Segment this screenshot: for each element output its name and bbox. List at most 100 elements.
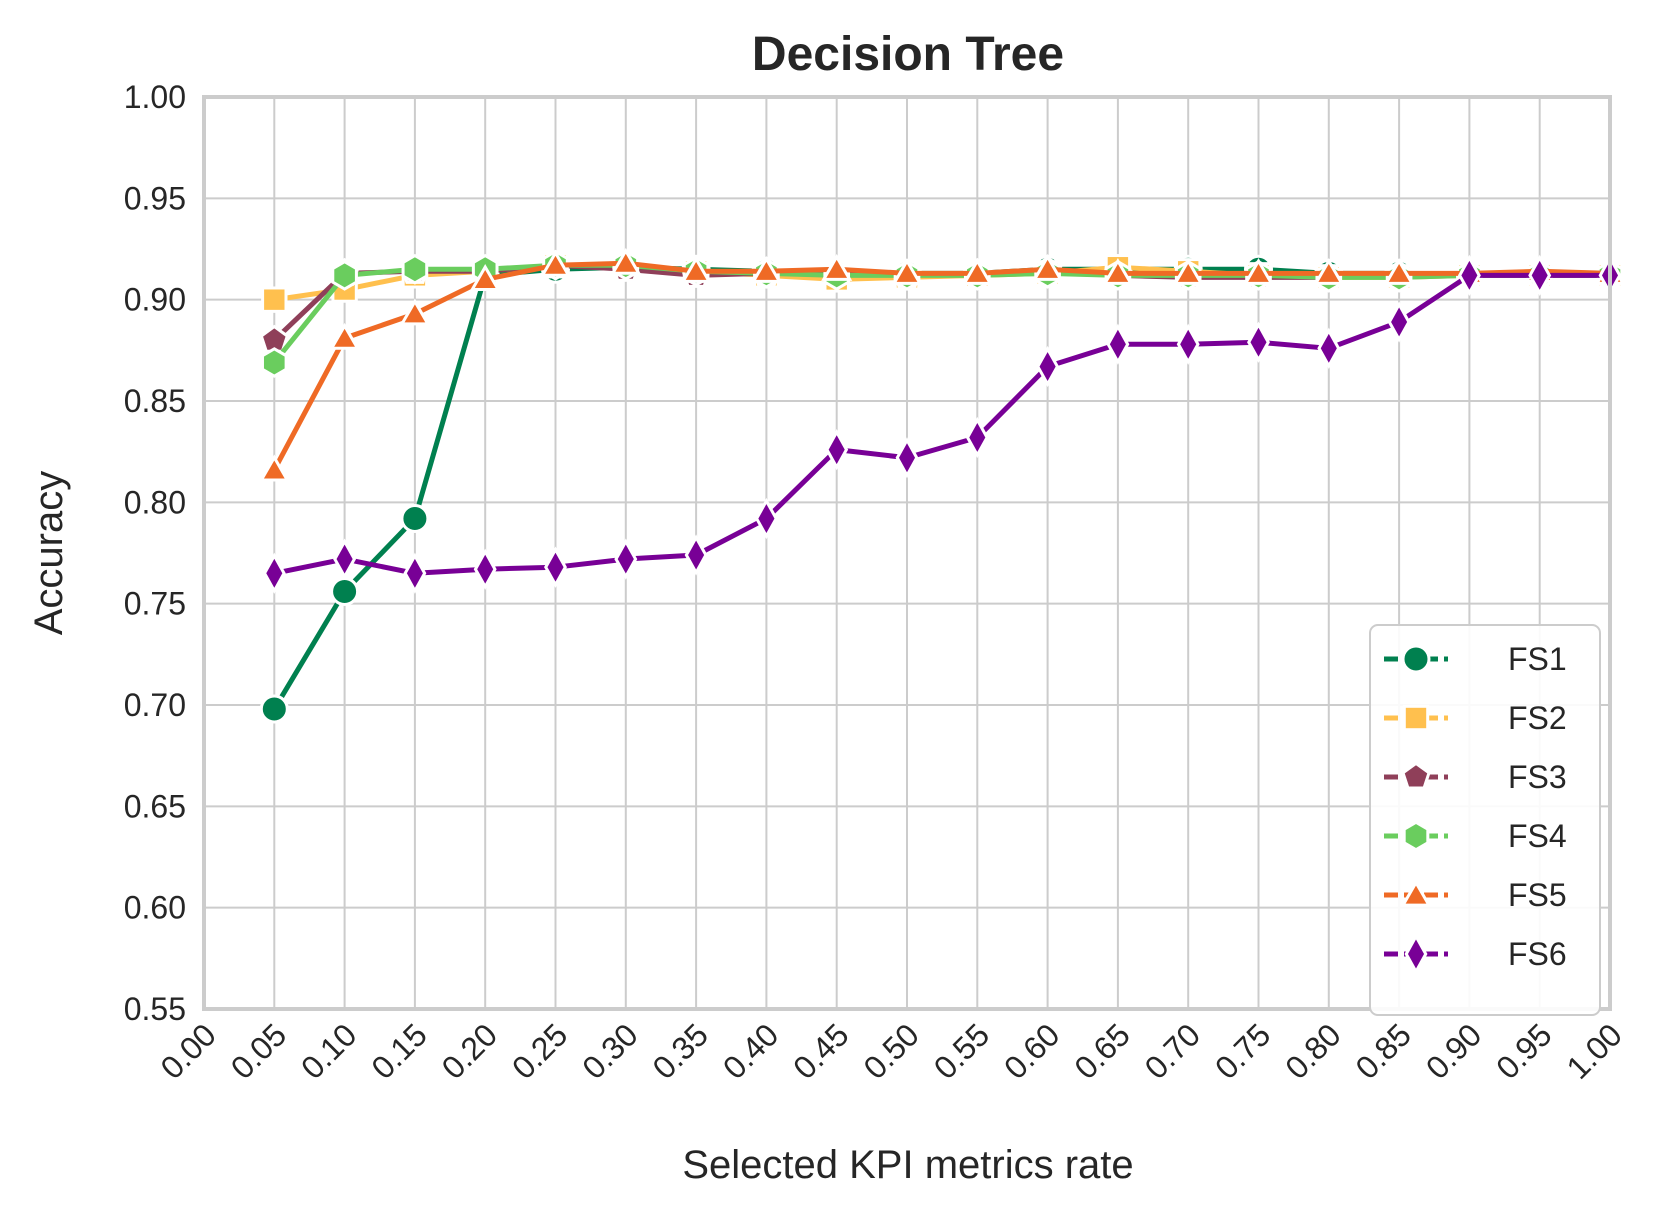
legend-label: FS6 bbox=[1508, 936, 1567, 972]
x-tick-label: 0.15 bbox=[364, 1016, 433, 1085]
legend-marker bbox=[1402, 820, 1430, 852]
data-point-fs6 bbox=[965, 416, 989, 459]
data-point-fs4 bbox=[401, 253, 429, 285]
data-point-fs5 bbox=[1172, 257, 1204, 285]
data-point-fs6 bbox=[544, 546, 567, 588]
y-tick-label: 0.70 bbox=[124, 687, 186, 723]
plot-frame bbox=[202, 95, 1612, 1011]
data-point-fs5 bbox=[891, 257, 923, 285]
x-tick-label: 0.35 bbox=[646, 1016, 715, 1085]
x-tick-label: 1.00 bbox=[1559, 1016, 1628, 1085]
series-line-fs6 bbox=[271, 272, 1613, 576]
data-point-fs5 bbox=[539, 249, 572, 277]
data-point-fs6 bbox=[473, 548, 497, 590]
data-point-fs5 bbox=[610, 247, 642, 275]
y-tick-label: 0.55 bbox=[124, 991, 186, 1027]
x-tick-label: 0.65 bbox=[1067, 1016, 1136, 1085]
data-point-fs4 bbox=[331, 259, 358, 291]
data-point-fs4 bbox=[260, 347, 288, 378]
x-tick-label: 0.60 bbox=[997, 1016, 1066, 1085]
x-tick-label: 0.50 bbox=[856, 1016, 925, 1085]
y-tick-label: 0.80 bbox=[124, 484, 186, 520]
legend-label: FS5 bbox=[1508, 877, 1567, 913]
legend-item-fs4: FS4 bbox=[1384, 818, 1567, 854]
legend-item-fs3: FS3 bbox=[1384, 759, 1567, 795]
legend-label: FS1 bbox=[1508, 641, 1567, 677]
data-point-fs6 bbox=[1528, 254, 1552, 296]
x-tick-label: 0.20 bbox=[435, 1016, 504, 1085]
data-point-fs6 bbox=[1387, 301, 1411, 343]
x-tick-label: 0.70 bbox=[1138, 1016, 1207, 1085]
series-layer bbox=[258, 247, 1626, 724]
legend-marker bbox=[1404, 933, 1428, 975]
data-point-fs6 bbox=[333, 538, 357, 580]
data-point-fs1 bbox=[259, 694, 289, 724]
series-fs4 bbox=[260, 249, 1624, 378]
legend-item-fs6: FS6 bbox=[1384, 933, 1567, 975]
series-fs2 bbox=[261, 252, 1624, 313]
legend-label: FS2 bbox=[1508, 700, 1567, 736]
data-point-fs6 bbox=[1106, 323, 1130, 365]
y-tick-label: 1.00 bbox=[124, 79, 186, 115]
legend: FS1 FS2 FS3 FS4 FS5 FS6 bbox=[1369, 624, 1601, 1016]
series-fs6 bbox=[262, 254, 1622, 594]
y-tick-label: 0.85 bbox=[124, 383, 186, 419]
x-tick-label: 0.75 bbox=[1208, 1016, 1277, 1085]
x-tick-label: 0.25 bbox=[505, 1016, 574, 1085]
series-line-fs5 bbox=[271, 260, 1613, 473]
data-point-fs6 bbox=[1176, 323, 1200, 365]
data-point-fs5 bbox=[329, 322, 361, 350]
data-point-fs5 bbox=[258, 454, 290, 482]
x-tick-label: 0.45 bbox=[786, 1016, 855, 1085]
data-point-fs5 bbox=[1242, 257, 1275, 285]
x-tick-label: 0.55 bbox=[927, 1016, 996, 1085]
legend-marker bbox=[1402, 704, 1430, 732]
data-point-fs6 bbox=[1247, 321, 1270, 363]
data-point-fs6 bbox=[1036, 345, 1060, 388]
legend-label: FS4 bbox=[1508, 818, 1567, 854]
data-point-fs5 bbox=[1032, 253, 1064, 281]
data-point-fs1 bbox=[330, 577, 360, 607]
y-axis-label: Accuracy bbox=[27, 471, 71, 636]
legend-marker bbox=[1400, 879, 1432, 907]
data-point-fs6 bbox=[403, 552, 427, 594]
x-tick-label: 0.80 bbox=[1278, 1016, 1347, 1085]
y-tick-label: 0.90 bbox=[124, 282, 186, 318]
data-point-fs2 bbox=[261, 286, 288, 313]
data-point-fs5 bbox=[750, 255, 782, 283]
data-point-fs6 bbox=[825, 429, 849, 471]
legend-item-fs5: FS5 bbox=[1384, 877, 1567, 913]
data-point-fs5 bbox=[399, 298, 431, 326]
data-point-fs6 bbox=[262, 552, 286, 594]
legend-marker bbox=[1401, 644, 1431, 674]
data-point-fs1 bbox=[400, 504, 430, 534]
legend-item-fs2: FS2 bbox=[1384, 700, 1567, 736]
y-tick-label: 0.65 bbox=[124, 788, 186, 824]
data-point-fs5 bbox=[1102, 257, 1134, 285]
data-point-fs6 bbox=[754, 497, 778, 540]
data-point-fs6 bbox=[895, 437, 919, 479]
y-tick-labels: 0.55 0.60 0.65 0.70 0.75 0.80 0.85 0.90 0.95 1.00 bbox=[124, 79, 186, 1027]
legend-label: FS3 bbox=[1508, 759, 1567, 795]
x-tick-label: 0.30 bbox=[575, 1016, 644, 1085]
x-tick-label: 0.05 bbox=[224, 1016, 293, 1085]
data-point-fs6 bbox=[1457, 254, 1481, 296]
data-point-fs5 bbox=[469, 264, 501, 291]
chart-title: Decision Tree bbox=[752, 28, 1064, 81]
x-tick-labels: 0.00 0.05 0.10 0.15 0.20 0.25 0.30 0.35 0.40 0.45… bbox=[153, 1016, 1628, 1085]
legend-marker bbox=[1401, 761, 1431, 790]
data-point-fs5 bbox=[1383, 257, 1415, 285]
data-point-fs5 bbox=[961, 257, 993, 285]
data-point-fs6 bbox=[1317, 327, 1341, 369]
y-tick-label: 0.60 bbox=[124, 890, 186, 926]
x-tick-label: 0.10 bbox=[294, 1016, 363, 1085]
data-point-fs5 bbox=[821, 253, 853, 281]
y-tick-label: 0.75 bbox=[124, 586, 186, 622]
data-point-fs5 bbox=[680, 255, 712, 283]
x-tick-label: 0.95 bbox=[1489, 1016, 1558, 1085]
x-tick-label: 0.85 bbox=[1349, 1016, 1418, 1085]
legend-item-fs1: FS1 bbox=[1384, 641, 1567, 677]
data-point-fs6 bbox=[614, 538, 638, 580]
x-tick-label: 0.40 bbox=[716, 1016, 785, 1085]
